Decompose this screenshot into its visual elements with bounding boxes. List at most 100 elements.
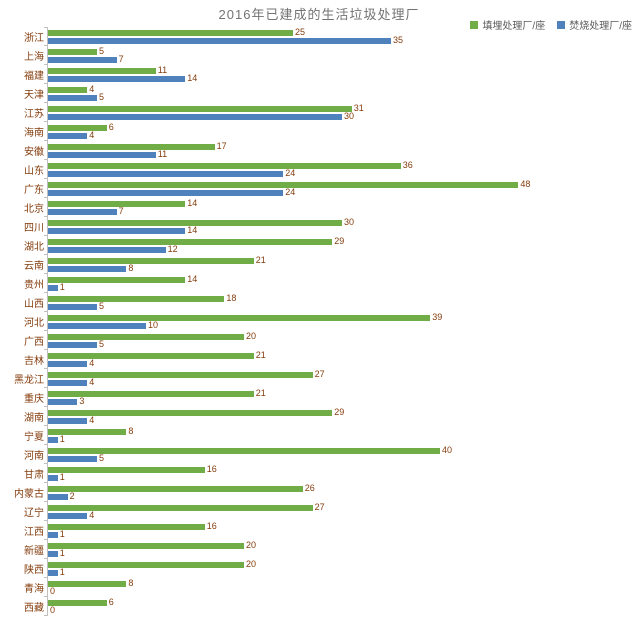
incineration-bar [48, 322, 146, 329]
chart-row: 江西 16 1 [0, 521, 636, 540]
category-label: 安徽 [24, 147, 44, 158]
category-label: 陕西 [24, 565, 44, 576]
incineration-bar [48, 531, 58, 538]
value-label: 1 [59, 529, 65, 539]
value-label: 11 [157, 65, 168, 75]
value-label: 18 [226, 293, 237, 303]
category-bars: 39 10 [44, 312, 636, 331]
landfill-series-line: 14 [48, 274, 636, 284]
incineration-bar [48, 227, 186, 234]
incineration-bar [48, 56, 117, 63]
value-label: 26 [304, 483, 315, 493]
category-label: 云南 [24, 261, 44, 272]
chart-row: 黑龙江 27 4 [0, 369, 636, 388]
value-label: 29 [334, 236, 345, 246]
incineration-series-line: 4 [48, 511, 636, 520]
chart-row: 甘肃 16 1 [0, 464, 636, 483]
category-bars: 20 1 [44, 540, 636, 559]
value-label: 8 [128, 426, 134, 436]
value-label: 14 [187, 198, 198, 208]
legend: 填埋处理厂/座 焚烧处理厂/座 [470, 17, 632, 32]
category-bars: 20 5 [44, 331, 636, 350]
chart-row: 山东 36 24 [0, 160, 636, 179]
incineration-bar [48, 550, 58, 557]
incineration-series-line: 0 [48, 606, 636, 615]
value-label: 12 [167, 244, 178, 254]
incineration-series-line: 8 [48, 264, 636, 273]
category-label: 河北 [24, 318, 44, 329]
category-bars: 17 11 [44, 141, 636, 160]
incineration-bar [48, 341, 97, 348]
value-label: 4 [89, 84, 95, 94]
value-label: 27 [314, 502, 325, 512]
landfill-bar [48, 143, 215, 150]
value-label: 16 [206, 521, 217, 531]
chart-row: 吉林 21 4 [0, 350, 636, 369]
chart-row: 江苏 31 30 [0, 103, 636, 122]
value-label: 2 [69, 491, 75, 501]
incineration-series-line: 1 [48, 568, 636, 577]
category-bars: 11 14 [44, 65, 636, 84]
category-bars: 26 2 [44, 483, 636, 502]
landfill-bar [48, 599, 107, 606]
landfill-bar [48, 504, 313, 511]
landfill-series-line: 29 [48, 408, 636, 417]
landfill-bar [48, 181, 519, 188]
incineration-bar [48, 569, 58, 576]
landfill-bar [48, 485, 303, 492]
landfill-bar [48, 561, 244, 568]
chart-row: 湖北 29 12 [0, 236, 636, 255]
landfill-series-line: 20 [48, 332, 636, 341]
value-label: 48 [520, 179, 531, 189]
category-label: 广西 [24, 337, 44, 348]
incineration-bar [48, 512, 88, 519]
chart-row: 福建 11 14 [0, 65, 636, 84]
category-label: 海南 [24, 128, 44, 139]
value-label: 30 [344, 111, 355, 121]
landfill-series-line: 16 [48, 521, 636, 531]
landfill-bar [48, 29, 293, 36]
category-label: 山西 [24, 299, 44, 310]
value-label: 27 [314, 369, 325, 379]
landfill-series-line: 30 [48, 218, 636, 227]
value-label: 7 [118, 54, 124, 64]
incineration-bar [48, 151, 156, 158]
category-bars: 48 24 [44, 179, 636, 198]
category-label: 四川 [24, 223, 44, 234]
chart-row: 贵州 14 1 [0, 274, 636, 293]
incineration-bar [48, 265, 127, 272]
value-label: 3 [79, 396, 85, 406]
legend-item-landfill: 填埋处理厂/座 [470, 17, 545, 32]
chart-title: 2016年已建成的生活垃圾处理厂 [218, 7, 420, 22]
incineration-series-line: 11 [48, 149, 636, 159]
landfill-series-line: 17 [48, 142, 636, 151]
landfill-bar [48, 67, 156, 74]
chart-row: 广东 48 24 [0, 179, 636, 198]
incineration-series-line: 1 [48, 473, 636, 482]
legend-item-incineration: 焚烧处理厂/座 [557, 17, 632, 32]
landfill-bar [48, 352, 254, 359]
incineration-series-line: 5 [48, 93, 636, 102]
landfill-series-line: 27 [48, 369, 636, 379]
chart-row: 青海 8 0 [0, 578, 636, 597]
category-label: 北京 [24, 204, 44, 215]
category-label: 辽宁 [24, 508, 44, 519]
value-label: 14 [187, 274, 198, 284]
incineration-series-line: 4 [48, 130, 636, 140]
category-label: 贵州 [24, 280, 44, 291]
chart-row: 北京 14 7 [0, 198, 636, 217]
landfill-bar [48, 105, 352, 112]
landfill-series-line: 21 [48, 389, 636, 398]
value-label: 6 [108, 597, 114, 607]
incineration-bar [48, 398, 78, 405]
category-label: 甘肃 [24, 470, 44, 481]
chart-row: 安徽 17 11 [0, 141, 636, 160]
value-label: 1 [59, 282, 65, 292]
landfill-series-line: 20 [48, 560, 636, 569]
value-label: 11 [157, 149, 168, 159]
landfill-series-line: 25 [48, 28, 636, 37]
value-label: 4 [89, 130, 95, 140]
category-bars: 14 7 [44, 198, 636, 217]
